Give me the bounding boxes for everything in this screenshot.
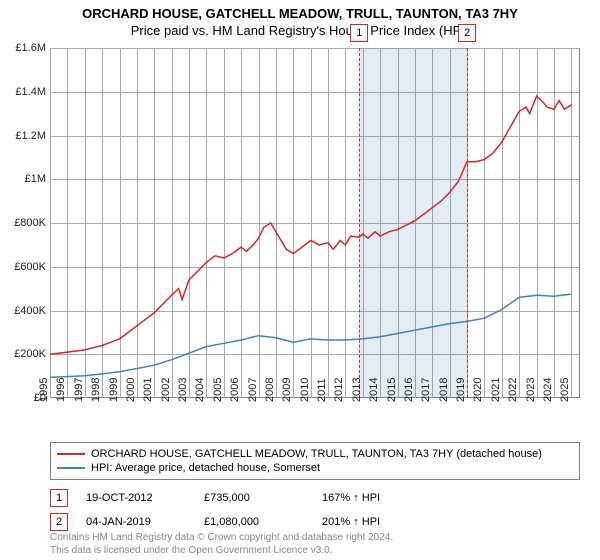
y-axis-label: £400K	[14, 305, 46, 317]
x-axis-label: 1996	[55, 378, 67, 402]
footer-attribution: Contains HM Land Registry data © Crown c…	[50, 532, 580, 557]
x-axis-label: 2002	[159, 378, 171, 402]
x-axis-label: 2001	[142, 378, 154, 402]
sale-box-icon: 2	[50, 513, 68, 531]
sale-price: £1,080,000	[204, 516, 304, 528]
x-axis-label: 2008	[264, 378, 276, 402]
legend-swatch	[57, 467, 85, 469]
y-axis-label: £1.2M	[15, 130, 46, 142]
x-axis-label: 2004	[194, 378, 206, 402]
x-axis-label: 1995	[38, 378, 50, 402]
x-axis-label: 1997	[73, 378, 85, 402]
x-axis-label: 2023	[524, 378, 536, 402]
chart-plot-area: 12 £0£200K£400K£600K£800K£1M£1.2M£1.4M£1…	[50, 48, 580, 398]
sale-date: 04-JAN-2019	[86, 516, 186, 528]
legend-row: ORCHARD HOUSE, GATCHELL MEADOW, TRULL, T…	[57, 447, 573, 461]
sale-row: 2 04-JAN-2019 £1,080,000 201% ↑ HPI	[50, 510, 580, 534]
chart-subtitle: Price paid vs. HM Land Registry's House …	[0, 21, 600, 38]
y-axis-label: £200K	[14, 348, 46, 360]
sale-hpi-pct: 167% ↑ HPI	[322, 492, 380, 504]
x-axis-label: 2003	[177, 378, 189, 402]
sale-row: 1 19-OCT-2012 £735,000 167% ↑ HPI	[50, 486, 580, 510]
x-axis-label: 2022	[507, 378, 519, 402]
legend-swatch	[57, 453, 85, 455]
sale-price: £735,000	[204, 492, 304, 504]
y-axis-label: £600K	[14, 261, 46, 273]
x-axis-label: 2018	[437, 378, 449, 402]
x-axis-label: 2017	[420, 378, 432, 402]
sale-hpi-pct: 201% ↑ HPI	[322, 516, 380, 528]
sale-box-icon: 1	[50, 489, 68, 507]
series-line	[50, 294, 571, 377]
x-axis-label: 2015	[385, 378, 397, 402]
x-axis-label: 1998	[90, 378, 102, 402]
x-axis-label: 2005	[212, 378, 224, 402]
sales-table: 1 19-OCT-2012 £735,000 167% ↑ HPI 2 04-JAN-20…	[50, 486, 580, 534]
sale-date: 19-OCT-2012	[86, 492, 186, 504]
x-axis-label: 2006	[229, 378, 241, 402]
sale-marker-box: 1	[350, 24, 368, 42]
x-axis-label: 2019	[455, 378, 467, 402]
chart-container: ORCHARD HOUSE, GATCHELL MEADOW, TRULL, T…	[0, 0, 600, 560]
x-axis-label: 2010	[298, 378, 310, 402]
y-axis-label: £1.4M	[15, 86, 46, 98]
x-axis-label: 2024	[542, 378, 554, 402]
chart-legend: ORCHARD HOUSE, GATCHELL MEADOW, TRULL, T…	[50, 442, 580, 480]
x-axis-label: 2016	[403, 378, 415, 402]
x-axis-label: 2009	[281, 378, 293, 402]
chart-lines	[50, 48, 580, 398]
legend-label: ORCHARD HOUSE, GATCHELL MEADOW, TRULL, T…	[91, 448, 542, 460]
x-axis-label: 1999	[107, 378, 119, 402]
sale-marker-box: 2	[458, 24, 476, 42]
x-axis-label: 2021	[490, 378, 502, 402]
x-axis-label: 2025	[559, 378, 571, 402]
footer-line-2: This data is licensed under the Open Gov…	[50, 545, 580, 558]
y-axis-label: £1.6M	[15, 42, 46, 54]
x-axis-label: 2007	[246, 378, 258, 402]
x-axis-label: 2011	[316, 378, 328, 402]
x-axis-label: 2014	[368, 378, 380, 402]
x-axis-label: 2012	[333, 378, 345, 402]
legend-row: HPI: Average price, detached house, Some…	[57, 461, 573, 475]
x-axis-label: 2000	[125, 378, 137, 402]
y-axis-label: £1M	[25, 173, 46, 185]
chart-title: ORCHARD HOUSE, GATCHELL MEADOW, TRULL, T…	[0, 0, 600, 21]
y-axis-label: £800K	[14, 217, 46, 229]
legend-label: HPI: Average price, detached house, Some…	[91, 462, 320, 474]
x-axis-label: 2013	[351, 378, 363, 402]
footer-line-1: Contains HM Land Registry data © Crown c…	[50, 532, 580, 545]
series-line	[50, 96, 571, 354]
x-axis-label: 2020	[472, 378, 484, 402]
